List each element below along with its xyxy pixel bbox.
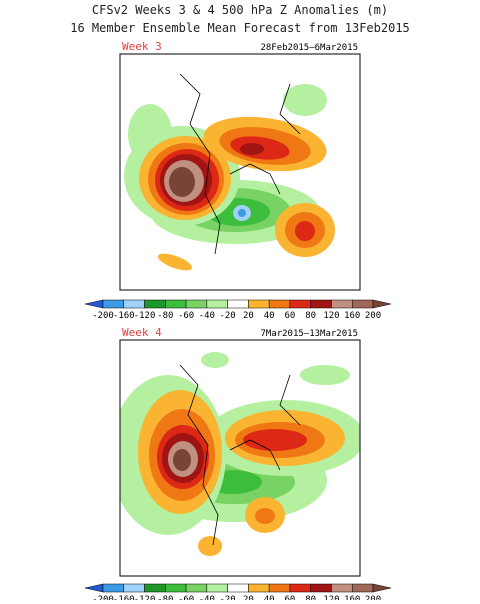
colorbar-segment — [206, 299, 228, 309]
colorbar-segment — [289, 299, 311, 309]
colorbar-segment — [144, 583, 166, 593]
panel-dates: 7Mar2015–13Mar2015 — [260, 329, 358, 339]
colorbar-label: -160 — [113, 595, 135, 600]
colorbar-segment — [144, 299, 166, 309]
colorbar-segment — [227, 299, 249, 309]
panel-dates: 28Feb2015–6Mar2015 — [260, 43, 358, 53]
colorbar-label: -200 — [92, 595, 114, 600]
colorbar-label: -20 — [219, 311, 235, 321]
panel-label: Week 4 — [122, 326, 162, 339]
colorbar-label: -200 — [92, 311, 114, 321]
colorbar-segment — [289, 583, 311, 593]
colorbar-arrow — [372, 299, 392, 309]
colorbar-segment — [227, 583, 249, 593]
map-panel — [119, 339, 361, 577]
colorbar-segment — [102, 299, 125, 309]
colorbar-segment — [351, 299, 374, 309]
colorbar-label: 120 — [323, 311, 339, 321]
colorbar-label: -60 — [178, 595, 194, 600]
colorbar-label: 160 — [344, 311, 360, 321]
colorbar-segment — [185, 299, 208, 309]
colorbar: -200 -160 -120 -80 -60 -40 -20 20 40 60 80 120 160 20… — [84, 583, 392, 604]
colorbar-arrow — [84, 583, 104, 593]
colorbar-label: -60 — [178, 311, 194, 321]
map-panel — [119, 53, 361, 291]
panel-label: Week 3 — [122, 40, 162, 53]
colorbar-label: 20 — [243, 595, 254, 600]
colorbar-segment — [268, 299, 291, 309]
colorbar-label: 20 — [243, 311, 254, 321]
colorbar-label: 40 — [264, 595, 275, 600]
colorbar-arrow — [372, 583, 392, 593]
colorbar-label: 80 — [305, 311, 316, 321]
subtitle: 16 Member Ensemble Mean Forecast from 13… — [70, 21, 410, 35]
colorbar-segment — [331, 299, 353, 309]
colorbar-segment — [123, 299, 145, 309]
title: CFSv2 Weeks 3 & 4 500 hPa Z Anomalies (m… — [92, 3, 388, 17]
colorbar-segment — [351, 583, 374, 593]
colorbar-segment — [248, 583, 270, 593]
colorbar-segment — [102, 583, 125, 593]
colorbar-segment — [185, 583, 208, 593]
colorbar-segment — [123, 583, 145, 593]
colorbar-label: 160 — [344, 595, 360, 600]
colorbar-arrow — [84, 299, 104, 309]
colorbar-label: 200 — [365, 311, 381, 321]
colorbar-label: -160 — [113, 311, 135, 321]
colorbar-label: -120 — [134, 595, 156, 600]
colorbar-segment — [268, 583, 291, 593]
colorbar-label: -120 — [134, 311, 156, 321]
colorbar-segment — [165, 583, 187, 593]
colorbar-label: 60 — [285, 311, 296, 321]
colorbar-label: 120 — [323, 595, 339, 600]
colorbar-label: -80 — [157, 311, 173, 321]
colorbar: -200 -160 -120 -80 -60 -40 -20 20 40 60 80 120 160 20… — [84, 299, 392, 321]
colorbar-label: -40 — [199, 595, 215, 600]
colorbar-segment — [331, 583, 353, 593]
colorbar-segment — [310, 583, 332, 593]
colorbar-label: 200 — [365, 595, 381, 600]
colorbar-label: -20 — [219, 595, 235, 600]
colorbar-label: 80 — [305, 595, 316, 600]
colorbar-segment — [248, 299, 270, 309]
colorbar-label: -40 — [199, 311, 215, 321]
colorbar-segment — [165, 299, 187, 309]
colorbar-label: 60 — [285, 595, 296, 600]
colorbar-segment — [310, 299, 332, 309]
colorbar-label: -80 — [157, 595, 173, 600]
colorbar-segment — [206, 583, 228, 593]
colorbar-label: 40 — [264, 311, 275, 321]
